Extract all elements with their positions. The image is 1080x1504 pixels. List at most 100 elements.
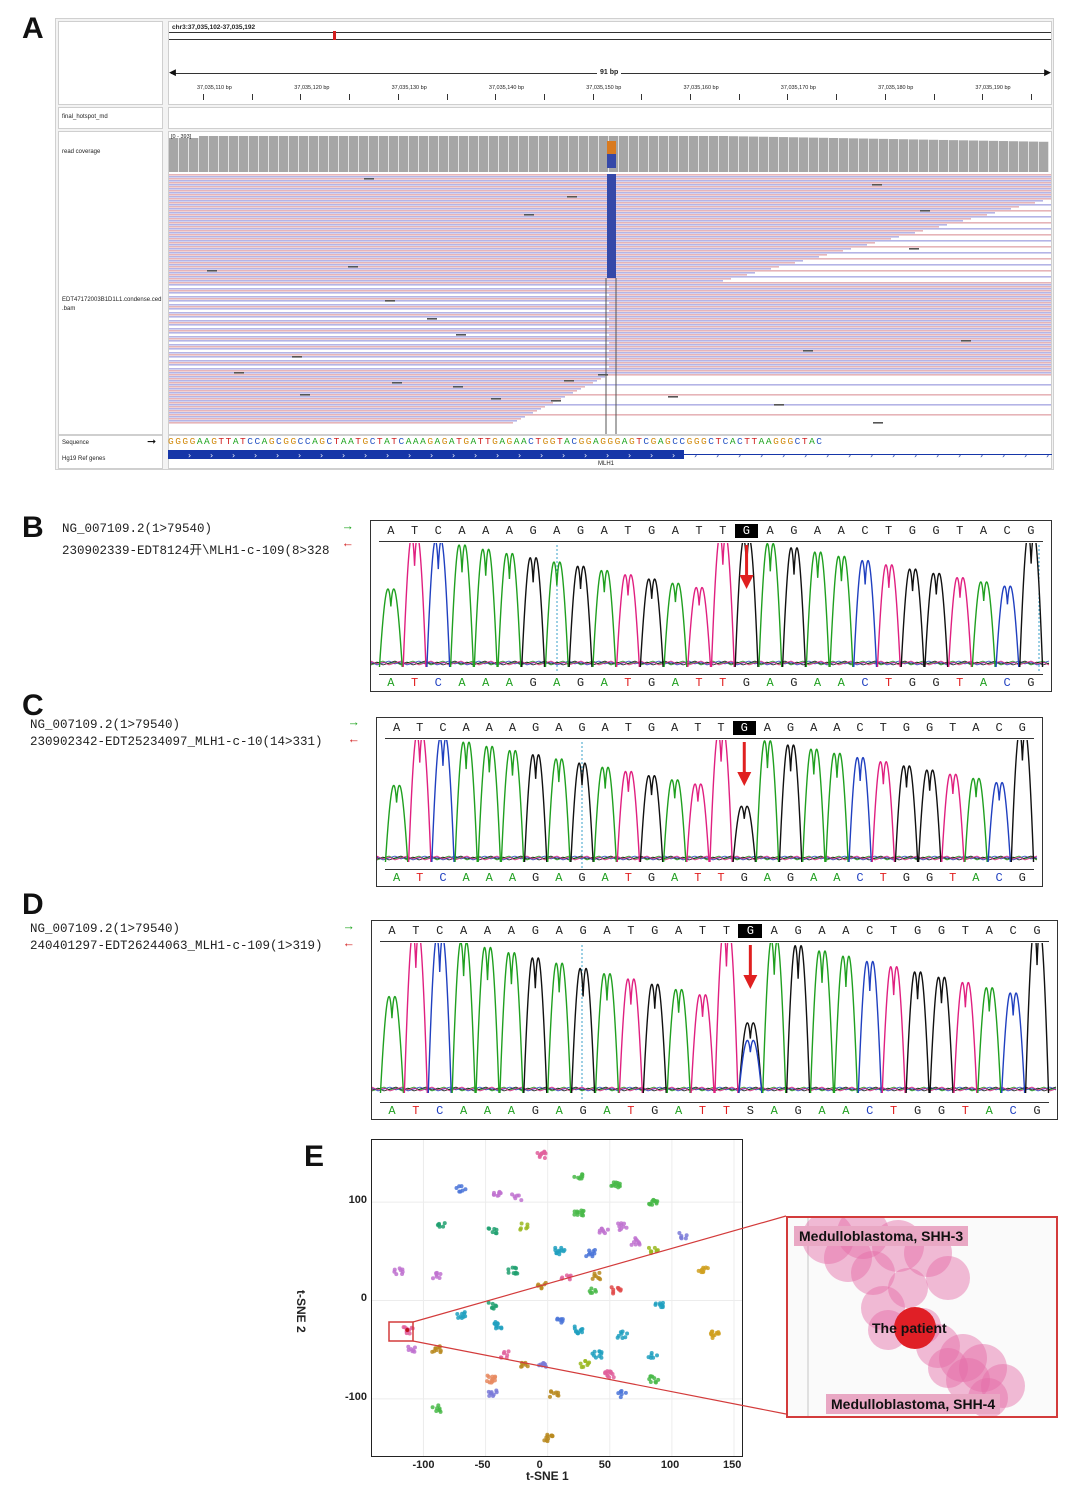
reference-base: A <box>513 436 521 447</box>
trace-peak <box>593 766 618 863</box>
cluster <box>510 1192 524 1203</box>
called-base: T <box>956 676 964 690</box>
strand-chevron-icon: › <box>738 451 741 460</box>
cluster <box>559 1273 573 1282</box>
tsne-point <box>550 1434 555 1439</box>
reference-base: C <box>528 436 536 447</box>
trace-peak <box>971 581 996 668</box>
trace-peak <box>431 740 455 863</box>
tsne-point <box>637 1242 642 1247</box>
tsne-point <box>592 1248 597 1253</box>
y-axis-title: t-SNE 2 <box>294 1290 308 1333</box>
called-base: A <box>810 871 818 885</box>
trace-peak <box>544 561 569 668</box>
tsne-point <box>490 1379 495 1384</box>
reference-base: A <box>485 721 493 735</box>
strand-chevron-icon: › <box>694 451 697 460</box>
coverage-histogram <box>169 136 1049 172</box>
tsne-point <box>597 1270 602 1275</box>
trace-baseline <box>371 660 1050 666</box>
ruler-tick-label: 37,035,180 bp <box>878 85 914 91</box>
tsne-point <box>653 1379 658 1384</box>
called-base: A <box>833 871 841 885</box>
cluster <box>535 1149 548 1161</box>
tsne-point <box>542 1156 547 1161</box>
called-base: G <box>902 871 910 885</box>
reference-base: C <box>434 524 442 538</box>
span-arrow-right-icon: ▶ <box>1044 67 1051 77</box>
reference-base: A <box>196 436 205 447</box>
strand-chevron-icon: › <box>914 451 917 460</box>
reference-base: T <box>410 524 419 538</box>
ruler-tick <box>982 94 984 100</box>
ruler-tick <box>787 94 789 100</box>
called-base: T <box>961 1104 969 1118</box>
trace-peak <box>403 943 429 1094</box>
tsne-point <box>406 1344 411 1349</box>
trace-peak <box>616 770 641 863</box>
reference-base: G <box>787 436 795 447</box>
ruler-tick <box>690 94 691 100</box>
trace-peak <box>738 1022 763 1094</box>
tsne-point <box>633 1236 638 1241</box>
reference-base: C <box>679 436 687 447</box>
reference-base: G <box>629 436 637 447</box>
called-base: C <box>439 871 447 885</box>
tsne-point <box>519 1364 524 1369</box>
tsne-point <box>459 1184 464 1189</box>
reference-base: A <box>979 524 988 538</box>
reference-base: A <box>392 721 401 735</box>
tsne-point <box>515 1271 520 1276</box>
reference-base: A <box>482 524 490 538</box>
reference-base: A <box>505 524 513 538</box>
trace-peak <box>829 555 854 668</box>
cluster <box>590 1349 604 1360</box>
tsne-point <box>542 1149 547 1154</box>
tsne-point <box>590 1254 595 1259</box>
tsne-point <box>437 1275 442 1280</box>
tsne-point <box>572 1212 577 1217</box>
trace-peak <box>402 543 427 668</box>
reference-base: G <box>463 436 471 447</box>
reference-base: G <box>693 436 702 447</box>
reference-base: G <box>786 721 795 735</box>
trace-peak <box>809 950 835 1094</box>
reference-base: T <box>240 436 248 447</box>
strand-chevron-icon: › <box>584 451 587 460</box>
reverse-arrow-icon: ← <box>350 733 358 747</box>
called-base: A <box>507 1104 515 1118</box>
tsne-scatter <box>372 1140 742 1456</box>
called-base: T <box>412 1104 420 1118</box>
tsne-point <box>510 1192 515 1197</box>
ruler-tick <box>836 94 838 100</box>
tsne-point <box>575 1331 580 1336</box>
reference-base: T <box>416 721 424 735</box>
tsne-point <box>506 1349 511 1354</box>
reference-base: G <box>701 436 709 447</box>
called-base: G <box>908 676 916 690</box>
cluster <box>406 1344 417 1354</box>
trace-peak <box>570 762 594 863</box>
reference-base: T <box>885 524 893 538</box>
called-base: A <box>555 1104 563 1118</box>
tsne-point <box>435 1406 440 1411</box>
strand-chevron-icon: › <box>936 451 939 460</box>
reference-base: C <box>571 436 579 447</box>
ruler-tick-label: 37,035,170 bp <box>780 85 816 91</box>
reference-base: A <box>592 436 601 447</box>
locus-label: chr3:37,035,102-37,035,192 <box>172 24 256 31</box>
trace-peak <box>500 750 525 863</box>
tsne-point <box>504 1355 509 1360</box>
reference-base: G <box>1018 721 1026 735</box>
ruler-tick <box>495 94 497 100</box>
x-tick-label: 150 <box>723 1459 742 1471</box>
trace-peak <box>738 1039 763 1094</box>
tsne-point <box>518 1226 523 1231</box>
trace-peak <box>833 955 859 1094</box>
reference-base: G <box>211 436 219 447</box>
called-base: A <box>837 676 845 690</box>
reference-base: A <box>499 436 507 447</box>
reference-base: G <box>290 436 298 447</box>
trace-baseline <box>377 855 1038 861</box>
